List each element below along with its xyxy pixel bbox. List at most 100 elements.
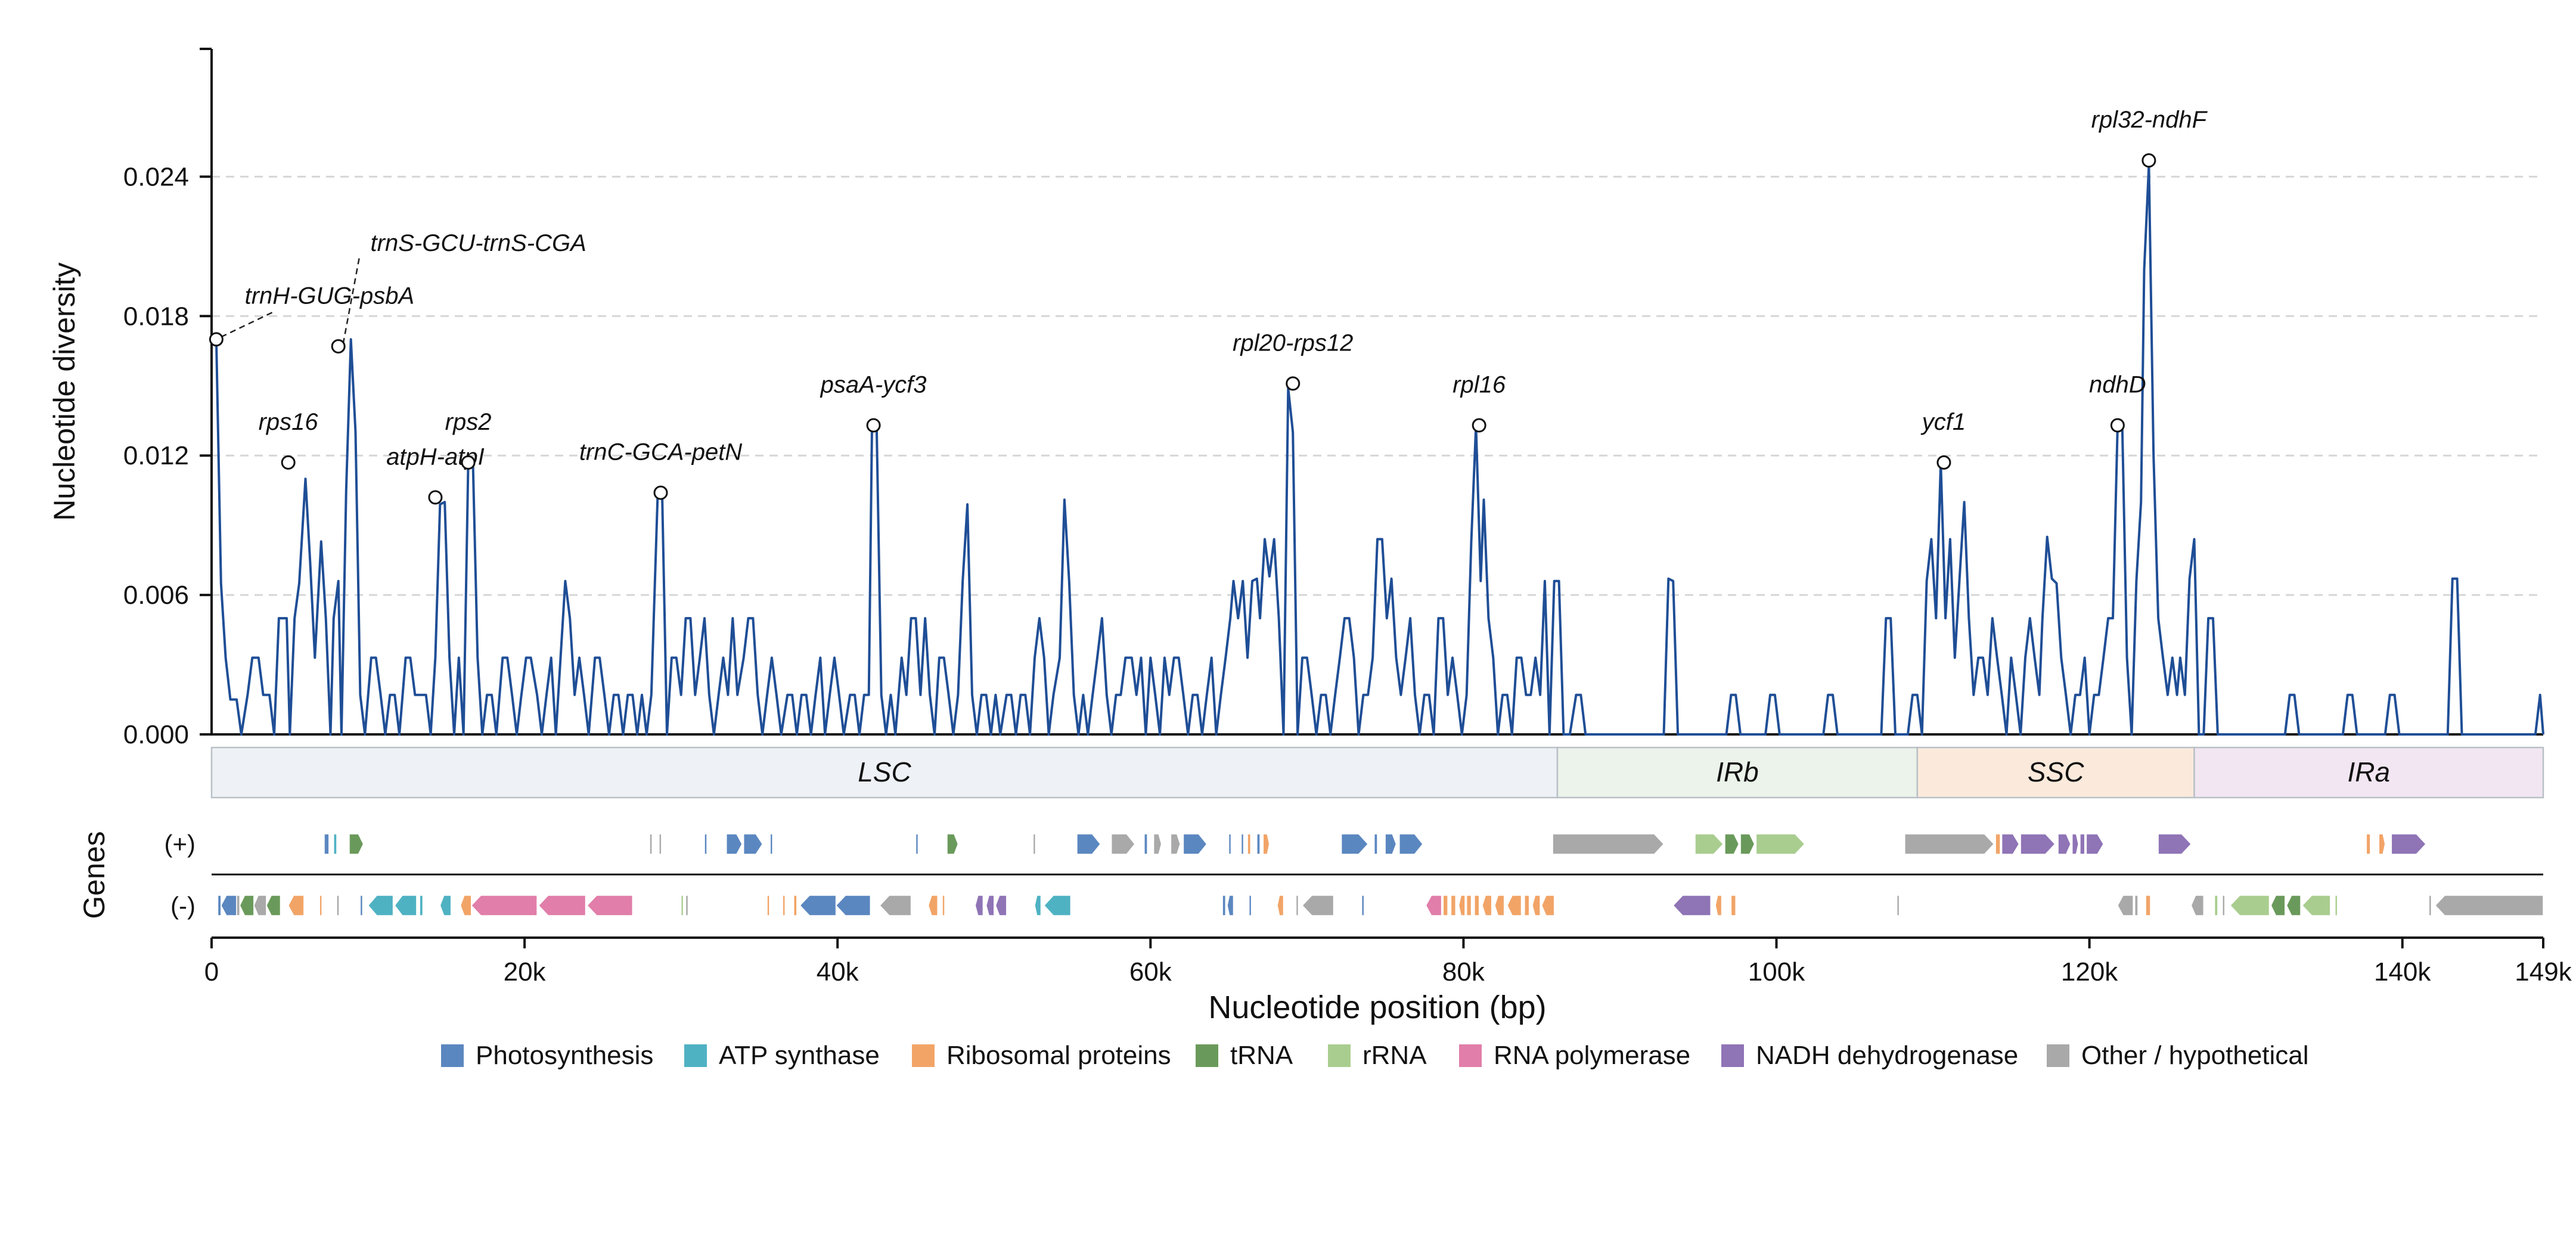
legend-swatch [1196,1044,1218,1067]
region-bar: LSC IRb SSC IRa [210,746,2544,799]
gene-block [2229,895,2270,916]
gene-block [927,895,938,916]
peak-label: rps2 [445,409,492,435]
gene-block [2080,833,2085,855]
y-axis-label: Nucleotide diversity [48,262,81,521]
x-tick-label: 60k [1129,957,1172,987]
peak-label: trnS-GCU-trnS-CGA [371,230,586,256]
gene-block [1373,833,1378,855]
y-axis [200,48,213,734]
gene-block [974,895,984,916]
gene-block [2190,895,2205,916]
gene-block [1034,895,1042,916]
peak-label: psaA-ycf3 [820,372,927,398]
gene-block [2286,895,2301,916]
region-label: SSC [2028,756,2084,787]
x-axis-label: Nucleotide position (bp) [1208,990,1546,1025]
y-tick-label: 0.006 [123,581,189,610]
gene-block [1170,833,1181,855]
gene-block [1247,833,1252,855]
peak-marker [281,455,296,470]
peak-marker [209,332,224,347]
peak-label: ndhD [2089,372,2146,398]
region-label: IRb [1716,756,1759,787]
gene-block [1532,895,1541,916]
gene-block [2301,895,2331,916]
annotation-leader [342,258,360,345]
region-label: LSC [858,756,911,787]
gene-block [1385,833,1397,855]
gene-block [1724,833,1740,855]
legend-label: ATP synthase [719,1041,880,1070]
gene-block [946,833,959,855]
gene-block [1256,833,1261,855]
genes-plus-strand [324,833,2427,855]
y-tick-label: 0.024 [123,162,189,191]
gene-block [349,833,364,855]
peak-marker [1286,376,1301,391]
peak-marker [331,339,346,353]
gene-block [1494,895,1505,916]
peak-marker [1936,455,1951,470]
peak-marker [2110,418,2125,433]
gene-block [1144,833,1148,855]
gene-block [2222,895,2226,916]
gene-block [743,833,764,855]
gene-block [1466,895,1472,916]
gene-block [1474,895,1480,916]
legend-swatch [684,1044,707,1067]
x-tick-label: 149k [2515,957,2572,987]
region-block [210,746,1559,799]
x-tick-label: 140k [2374,957,2431,987]
gene-block [1995,833,2001,855]
diversity-line [210,163,2544,736]
gene-block [1730,895,1736,916]
peak-label: rps16 [259,409,319,435]
gene-block [2145,895,2151,916]
annotation-leader [221,310,277,338]
gene-block [1755,833,1805,855]
gene-block [1032,833,1036,855]
gene-block [2428,895,2432,916]
gene-block [1043,895,1072,916]
gene-block [2134,895,2139,916]
peak-marker [1472,418,1486,433]
legend-label: Ribosomal proteins [946,1041,1171,1070]
gene-block [1076,833,1101,855]
peak-label: rpl32-ndhF [2091,107,2208,133]
gene-block [217,895,222,916]
legend-label: Other / hypothetical [2081,1041,2309,1070]
gene-block [287,895,305,916]
peak-marker [866,418,881,433]
x-tick-label: 120k [2061,957,2118,987]
y-tick-label: 0.000 [123,720,189,749]
gene-block [1262,833,1270,855]
gene-block [1442,895,1448,916]
gene-block [336,895,340,916]
peak-marker [428,490,443,505]
gene-block [1183,833,1208,855]
gene-block [586,895,634,916]
gene-block [324,833,330,855]
gene-block [2378,833,2386,855]
strand-minus-label: (-) [170,892,195,920]
gene-block [704,833,707,855]
gene-block [782,895,786,916]
gene-block [2001,833,2020,855]
gene-block [2270,895,2286,916]
genes-minus-strand [217,895,2544,916]
strand-plus-label: (+) [165,830,196,858]
legend-label: tRNA [1230,1041,1293,1070]
gene-block [1425,895,1442,916]
gene-block [359,895,364,916]
peak-label: ycf1 [1920,409,1966,435]
gene-block [1399,833,1424,855]
gene-block [879,895,912,916]
legend-label: Photosynthesis [476,1041,653,1070]
peak-label: trnH-GUG-psbA [245,283,415,309]
x-tick-label: 40k [817,957,859,987]
legend-swatch [912,1044,935,1067]
gene-block [1904,833,1995,855]
y-tick-label: 0.018 [123,302,189,331]
gene-block [649,833,653,855]
